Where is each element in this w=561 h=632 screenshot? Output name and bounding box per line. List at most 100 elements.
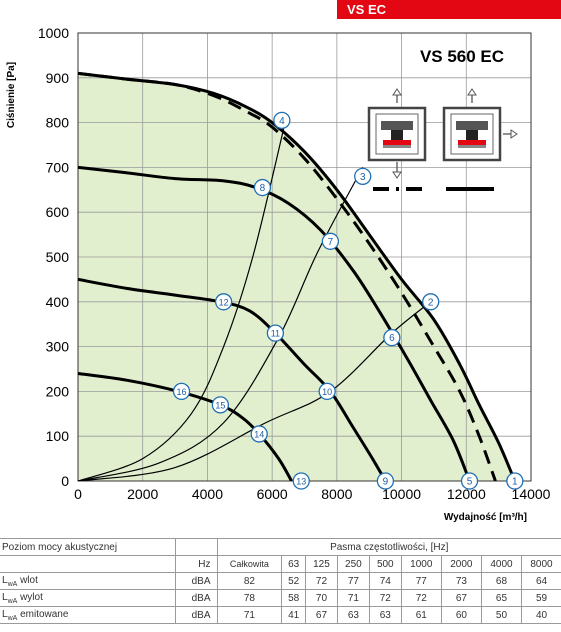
table-header-row: Poziom mocy akustycznej Pasma częstotliw…: [0, 538, 561, 556]
duct-installation-icon-side: [442, 88, 518, 162]
marker-label: 14: [254, 429, 264, 439]
operating-area: [78, 73, 515, 481]
marker-circle: [460, 472, 479, 490]
y-tick-label: 300: [46, 339, 70, 355]
table-cell: 63: [336, 606, 370, 624]
table-columns-row: Hz Całkowita 63 125 250 500 1000 2000 4000 8000: [0, 555, 561, 573]
table-column-header: 4000: [480, 555, 522, 573]
y-axis-ticks: 0 100 200 300 400 500 600 700 800 900 1000: [38, 25, 69, 489]
table-row-label: LwA wylot: [0, 589, 176, 607]
y-tick-label: 400: [46, 294, 70, 310]
operating-point-marker: 11: [266, 324, 285, 342]
table-cell: 72: [400, 589, 442, 607]
duct-installation-icon-upward: [367, 88, 427, 179]
fan-curve: [78, 371, 293, 481]
x-tick-label: 14000: [512, 486, 551, 502]
fan-curve: [78, 71, 517, 481]
marker-circle: [321, 232, 340, 250]
marker-label: 8: [260, 183, 266, 194]
table-unit: dBA: [175, 606, 218, 624]
table-hz-label: Hz: [175, 555, 218, 573]
marker-circle: [250, 425, 268, 443]
x-tick-label: 0: [74, 486, 82, 502]
table-cell: [0, 555, 176, 573]
x-axis-label: Wydajność [m³/h]: [444, 512, 527, 523]
y-tick-label: 800: [46, 115, 70, 131]
table-cell: 65: [480, 589, 522, 607]
chart-title: VS 560 EC: [420, 47, 504, 66]
table-row: LwA emitowane dBA 71 41 67 63 63 61 60 50 40: [0, 606, 561, 624]
marker-circle: [211, 396, 230, 414]
system-curve: [78, 167, 364, 481]
marker-circle: [506, 472, 524, 490]
table-unit: dBA: [175, 589, 218, 607]
y-tick-label: 900: [46, 70, 70, 86]
table-cell: 67: [305, 606, 338, 624]
y-axis-label: Ciśnienie [Pa]: [6, 62, 17, 128]
marker-circle: [273, 111, 291, 130]
table-row: LwA wlot dBA 82 52 72 77 74 77 73 68 64: [0, 572, 561, 590]
table-cell: 63: [368, 606, 402, 624]
table-column-header: 250: [336, 555, 370, 573]
marker-circle: [214, 293, 233, 311]
marker-label: 1: [512, 477, 518, 488]
table-row-label: LwA wlot: [0, 572, 176, 590]
table-cell: 58: [281, 589, 306, 607]
marker-circle: [354, 167, 372, 186]
operating-point-marker: 5: [460, 472, 479, 490]
system-curve: [78, 122, 286, 481]
table-cell: 71: [216, 606, 282, 624]
marker-circle: [172, 382, 191, 401]
table-column-header: 63: [281, 555, 306, 573]
marker-label: 2: [428, 297, 434, 308]
table-cell: 82: [216, 572, 282, 590]
table-unit: dBA: [175, 572, 218, 590]
x-tick-label: 6000: [257, 486, 288, 502]
table-cell: 67: [440, 589, 482, 607]
table-column-header: 1000: [400, 555, 442, 573]
marker-circle: [376, 472, 395, 490]
table-cell: 72: [368, 589, 402, 607]
fan-curve-dashed: [78, 71, 497, 481]
operating-point-marker: 16: [172, 382, 191, 401]
table-cell: 77: [400, 572, 442, 590]
x-tick-label: 12000: [447, 486, 486, 502]
x-axis-ticks: 0 2000 4000 6000 8000 10000 12000 14000: [74, 486, 551, 502]
marker-circle: [266, 324, 285, 342]
y-tick-label: 500: [46, 249, 70, 265]
marker-label: 4: [279, 116, 285, 127]
fan-curve: [78, 165, 471, 481]
model-series-badge: VS EC: [337, 0, 561, 19]
table-row: LwA wylot dBA 78 58 70 71 72 72 67 65 59: [0, 589, 561, 607]
table-column-header: 2000: [440, 555, 482, 573]
table-cell: 41: [281, 606, 306, 624]
marker-label: 3: [360, 172, 366, 183]
table-cell: 78: [216, 589, 282, 607]
marker-circle: [292, 472, 310, 490]
marker-label: 6: [389, 333, 395, 344]
table-cell: 60: [440, 606, 482, 624]
operating-point-marker: 6: [383, 328, 401, 347]
marker-label: 12: [219, 297, 229, 307]
table-cell: 64: [521, 572, 561, 590]
table-cell: 50: [480, 606, 522, 624]
table-cell: 73: [440, 572, 482, 590]
table-cell: 71: [336, 589, 370, 607]
table-cell: 61: [400, 606, 442, 624]
operating-point-marker: 9: [376, 472, 395, 490]
y-tick-label: 600: [46, 204, 70, 220]
table-column-header: 8000: [521, 555, 561, 573]
table-cell: 70: [305, 589, 338, 607]
operating-point-marker: 1: [506, 472, 524, 490]
table-cell: 72: [305, 572, 338, 590]
x-tick-label: 2000: [127, 486, 158, 502]
operating-point-marker: 14: [250, 425, 268, 443]
marker-label: 16: [177, 387, 187, 397]
operating-point-marker: 4: [273, 111, 291, 130]
marker-circle: [422, 293, 440, 311]
x-tick-label: 10000: [382, 486, 421, 502]
table-row-title: Poziom mocy akustycznej: [0, 538, 176, 556]
table-cell: [175, 538, 218, 556]
sound-power-table: Poziom mocy akustycznej Pasma częstotliw…: [0, 538, 561, 624]
